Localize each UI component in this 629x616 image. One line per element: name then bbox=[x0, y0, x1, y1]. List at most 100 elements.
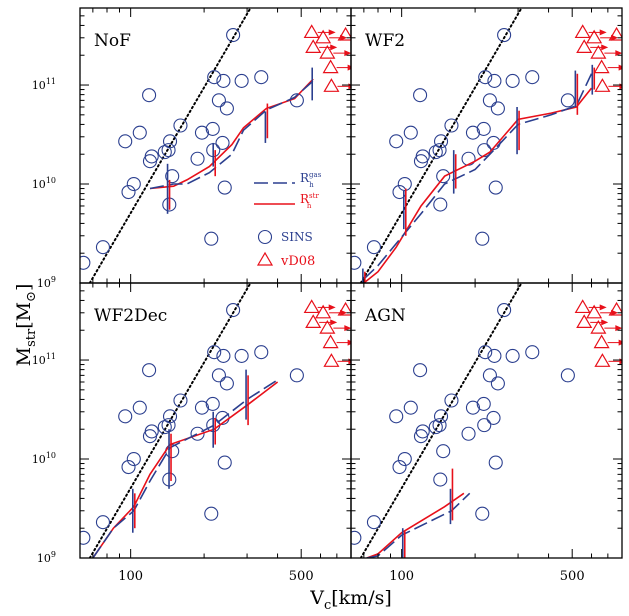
sins-point bbox=[204, 506, 219, 521]
sins-point bbox=[121, 459, 136, 475]
sins-point bbox=[478, 70, 493, 85]
vd08-arrow-head bbox=[340, 34, 348, 41]
panel-label: AGN bbox=[364, 306, 406, 326]
sins-point bbox=[403, 125, 418, 140]
vd08-point bbox=[322, 59, 339, 74]
sins-point bbox=[505, 348, 520, 363]
sins-point bbox=[162, 134, 178, 149]
y-tick-label: 1010 bbox=[32, 176, 56, 191]
vd08-point bbox=[303, 299, 320, 314]
vd08-point bbox=[594, 78, 611, 92]
axis-labels: Mstr[M⊙] Vc[km/s] bbox=[13, 284, 392, 613]
vd08-arrow-head bbox=[348, 358, 351, 365]
sins-point bbox=[165, 169, 180, 184]
sins-point bbox=[173, 118, 188, 133]
panel-agn: AGN 100 500 bbox=[350, 282, 623, 584]
rh-gas-curve bbox=[363, 73, 593, 280]
legend-vd08-marker bbox=[256, 251, 274, 266]
sins-point bbox=[490, 101, 505, 116]
sins-point bbox=[219, 101, 234, 116]
x-tick-label: 500 bbox=[560, 569, 585, 584]
reference-dotted-line bbox=[88, 8, 252, 283]
sins-point bbox=[217, 180, 232, 195]
vd08-point bbox=[608, 301, 622, 316]
sins-point bbox=[366, 515, 382, 530]
sins-point bbox=[488, 455, 503, 470]
vd08-arrow-head bbox=[615, 50, 622, 57]
sins-point bbox=[207, 70, 222, 85]
sins-point bbox=[433, 197, 448, 212]
vd08-arrow-head bbox=[344, 325, 351, 332]
sins-point bbox=[476, 396, 491, 411]
sins-point bbox=[216, 73, 231, 88]
sins-point bbox=[415, 424, 430, 439]
panel-plot-area bbox=[80, 283, 351, 558]
vd08-point bbox=[305, 39, 322, 53]
legend-str-label: Rstr h bbox=[300, 192, 319, 210]
sins-point bbox=[95, 240, 111, 255]
sins-point bbox=[497, 302, 512, 318]
rh-str-curve bbox=[366, 492, 465, 558]
vd08-arrow-head bbox=[328, 29, 336, 36]
sins-point bbox=[226, 27, 241, 43]
sins-point bbox=[465, 125, 481, 140]
sins-point bbox=[488, 180, 503, 195]
sins-point bbox=[436, 169, 451, 184]
sins-point bbox=[432, 143, 447, 158]
vd08-point bbox=[337, 26, 351, 41]
vd08-arrow-head bbox=[611, 309, 619, 316]
x-tick-label: 100 bbox=[389, 569, 414, 584]
vd08-point bbox=[315, 29, 332, 44]
vd08-arrow-head bbox=[330, 319, 338, 326]
y-tick-label: 109 bbox=[37, 550, 56, 565]
sins-point bbox=[254, 345, 269, 360]
vd08-point bbox=[574, 24, 591, 39]
vd08-point bbox=[608, 26, 622, 41]
reference-dotted-line bbox=[359, 8, 523, 283]
vd08-arrow-head bbox=[615, 325, 622, 332]
vd08-arrow-head bbox=[348, 83, 351, 90]
sins-point bbox=[126, 176, 141, 192]
sins-point bbox=[475, 506, 490, 521]
y-tick-label: 1011 bbox=[32, 77, 56, 92]
sins-point bbox=[444, 118, 459, 133]
sins-point bbox=[436, 444, 451, 459]
panel-plot-area bbox=[80, 8, 351, 283]
vd08-arrow-head bbox=[618, 64, 622, 71]
vd08-point bbox=[323, 353, 340, 367]
sins-point bbox=[132, 400, 147, 415]
sins-point bbox=[190, 151, 205, 166]
vd08-arrow-head bbox=[347, 64, 351, 71]
vd08-arrow-head bbox=[330, 44, 338, 51]
sins-point bbox=[560, 368, 575, 383]
sins-point bbox=[80, 255, 91, 270]
sins-point bbox=[397, 451, 412, 467]
sins-point bbox=[478, 345, 493, 360]
sins-point bbox=[486, 410, 501, 425]
sins-point bbox=[415, 149, 430, 164]
sins-point bbox=[476, 121, 491, 136]
panel-label: NoF bbox=[94, 31, 131, 51]
sins-point bbox=[205, 121, 220, 136]
legend-gas-label: Rgas h bbox=[300, 171, 322, 189]
sins-point bbox=[161, 143, 176, 158]
panel-wf2: WF2 bbox=[350, 7, 623, 284]
vd08-point bbox=[323, 78, 340, 92]
sins-point bbox=[126, 451, 141, 467]
reference-dotted-line bbox=[359, 283, 523, 558]
sins-point bbox=[560, 93, 575, 108]
sins-point bbox=[216, 348, 231, 363]
x-tick-label: 100 bbox=[118, 569, 143, 584]
sins-point bbox=[366, 240, 382, 255]
vd08-point bbox=[576, 314, 593, 328]
sins-point bbox=[389, 134, 404, 149]
sins-point bbox=[132, 125, 147, 140]
sins-point bbox=[433, 409, 449, 424]
vd08-arrow-head bbox=[599, 304, 607, 311]
panel-label: WF2 bbox=[365, 31, 405, 51]
vd08-point bbox=[303, 24, 320, 39]
sins-point bbox=[190, 426, 205, 441]
sins-point bbox=[403, 400, 418, 415]
vd08-point bbox=[319, 319, 336, 334]
sins-point bbox=[490, 376, 505, 391]
